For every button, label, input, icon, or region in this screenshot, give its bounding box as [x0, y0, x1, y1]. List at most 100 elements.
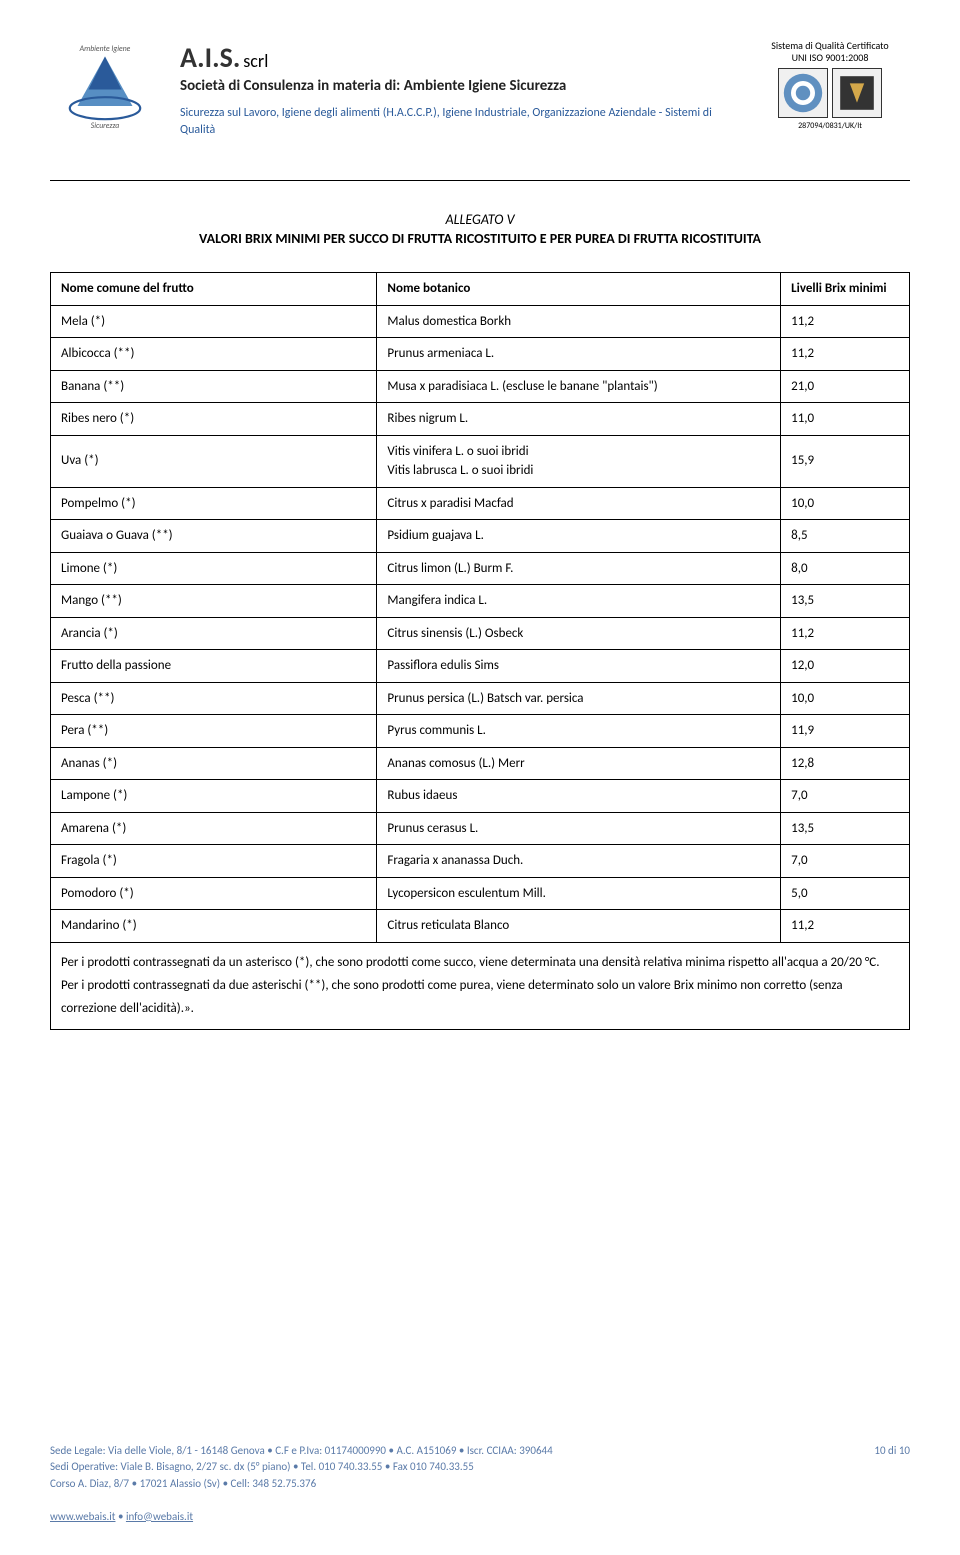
table-row: Amarena (*)Prunus cerasus L.13,5 — [51, 812, 910, 845]
table-row: Uva (*)Vitis vinifera L. o suoi ibridiVi… — [51, 435, 910, 487]
table-cell: Pesca (**) — [51, 682, 377, 715]
table-cell: 7,0 — [781, 845, 910, 878]
cert-id: 287094/0831/UK/It — [750, 122, 910, 132]
table-cell: Citrus sinensis (L.) Osbeck — [377, 617, 781, 650]
table-cell: Fragola (*) — [51, 845, 377, 878]
table-cell: Mangifera indica L. — [377, 585, 781, 618]
table-cell: Citrus x paradisi Macfad — [377, 487, 781, 520]
website-link[interactable]: www.webais.it — [50, 1510, 115, 1523]
table-cell: Malus domestica Borkh — [377, 305, 781, 338]
table-cell: Passiflora edulis Sims — [377, 650, 781, 683]
footer-line-3: Corso A. Diaz, 8/7 • 17021 Alassio (Sv) … — [50, 1476, 910, 1493]
footer-links: www.webais.it • info@webais.it — [50, 1509, 910, 1526]
table-cell: Ribes nigrum L. — [377, 403, 781, 436]
table-cell: 11,2 — [781, 338, 910, 371]
company-description: Sicurezza sul Lavoro, Igiene degli alime… — [180, 105, 730, 139]
table-cell: Amarena (*) — [51, 812, 377, 845]
svg-text:Sicurezza: Sicurezza — [91, 122, 120, 131]
table-cell: Banana (**) — [51, 370, 377, 403]
table-cell: Lycopersicon esculentum Mill. — [377, 877, 781, 910]
table-cell: 7,0 — [781, 780, 910, 813]
document-header: Ambiente Igiene Sicurezza A.I.S. scrl So… — [50, 40, 910, 150]
cert-text-2: UNI ISO 9001:2008 — [750, 52, 910, 64]
company-suffix: scrl — [243, 50, 268, 72]
table-cell: Frutto della passione — [51, 650, 377, 683]
footer-line-2: Sedi Operative: Viale B. Bisagno, 2/27 s… — [50, 1459, 910, 1476]
table-row: Pera (**)Pyrus communis L.11,9 — [51, 715, 910, 748]
company-subtitle: Società di Consulenza in materia di: Amb… — [180, 77, 730, 95]
table-cell: Prunus armeniaca L. — [377, 338, 781, 371]
table-cell: 21,0 — [781, 370, 910, 403]
cert-logo-2 — [832, 68, 882, 118]
table-cell: 11,2 — [781, 617, 910, 650]
th-botanico: Nome botanico — [377, 273, 781, 306]
title-line-2: VALORI BRIX MINIMI PER SUCCO DI FRUTTA R… — [50, 230, 910, 247]
table-row: Limone (*)Citrus limon (L.) Burm F.8,0 — [51, 552, 910, 585]
table-cell: 15,9 — [781, 435, 910, 487]
table-cell: Mela (*) — [51, 305, 377, 338]
document-footer: 10 di 10 Sede Legale: Via delle Viole, 8… — [50, 1443, 910, 1526]
table-cell: Citrus limon (L.) Burm F. — [377, 552, 781, 585]
table-row: Arancia (*)Citrus sinensis (L.) Osbeck11… — [51, 617, 910, 650]
table-cell: Albicocca (**) — [51, 338, 377, 371]
table-cell: Citrus reticulata Blanco — [377, 910, 781, 943]
th-brix: Livelli Brix minimi — [781, 273, 910, 306]
table-cell: Prunus persica (L.) Batsch var. persica — [377, 682, 781, 715]
table-cell: Pomodoro (*) — [51, 877, 377, 910]
table-cell: Vitis vinifera L. o suoi ibridiVitis lab… — [377, 435, 781, 487]
table-cell: 8,0 — [781, 552, 910, 585]
table-cell: Guaiava o Guava (**) — [51, 520, 377, 553]
table-cell: Ananas comosus (L.) Merr — [377, 747, 781, 780]
table-cell: Rubus idaeus — [377, 780, 781, 813]
table-cell: Mango (**) — [51, 585, 377, 618]
table-cell: 12,8 — [781, 747, 910, 780]
document-title: ALLEGATO V VALORI BRIX MINIMI PER SUCCO … — [50, 211, 910, 247]
header-divider — [50, 180, 910, 181]
table-cell: Lampone (*) — [51, 780, 377, 813]
table-cell: Fragaria x ananassa Duch. — [377, 845, 781, 878]
title-line-1: ALLEGATO V — [50, 211, 910, 228]
table-footnote: Per i prodotti contrassegnati da un aste… — [51, 942, 910, 1029]
table-cell: Prunus cerasus L. — [377, 812, 781, 845]
table-cell: 13,5 — [781, 585, 910, 618]
company-logo: Ambiente Igiene Sicurezza — [50, 40, 160, 150]
table-cell: Psidium guajava L. — [377, 520, 781, 553]
table-row: Pesca (**)Prunus persica (L.) Batsch var… — [51, 682, 910, 715]
table-cell: Pera (**) — [51, 715, 377, 748]
table-row: Mela (*)Malus domestica Borkh11,2 — [51, 305, 910, 338]
table-row: Guaiava o Guava (**)Psidium guajava L.8,… — [51, 520, 910, 553]
table-row: Pompelmo (*)Citrus x paradisi Macfad10,0 — [51, 487, 910, 520]
table-row: Fragola (*)Fragaria x ananassa Duch.7,0 — [51, 845, 910, 878]
table-footnote-row: Per i prodotti contrassegnati da un aste… — [51, 942, 910, 1029]
table-cell: Arancia (*) — [51, 617, 377, 650]
table-cell: Ananas (*) — [51, 747, 377, 780]
table-cell: Musa x paradisiaca L. (escluse le banane… — [377, 370, 781, 403]
table-row: Frutto della passionePassiflora edulis S… — [51, 650, 910, 683]
table-cell: 10,0 — [781, 682, 910, 715]
th-frutto: Nome comune del frutto — [51, 273, 377, 306]
table-cell: Ribes nero (*) — [51, 403, 377, 436]
table-cell: Pompelmo (*) — [51, 487, 377, 520]
table-cell: 8,5 — [781, 520, 910, 553]
brix-table: Nome comune del frutto Nome botanico Liv… — [50, 272, 910, 1030]
svg-text:Ambiente Igiene: Ambiente Igiene — [79, 45, 131, 54]
email-link[interactable]: info@webais.it — [126, 1510, 193, 1523]
header-center: A.I.S. scrl Società di Consulenza in mat… — [180, 40, 730, 139]
table-cell: 11,2 — [781, 305, 910, 338]
table-row: Banana (**)Musa x paradisiaca L. (esclus… — [51, 370, 910, 403]
table-cell: 10,0 — [781, 487, 910, 520]
footer-line-1: Sede Legale: Via delle Viole, 8/1 - 1614… — [50, 1443, 910, 1460]
table-row: Mandarino (*)Citrus reticulata Blanco11,… — [51, 910, 910, 943]
table-cell: 5,0 — [781, 877, 910, 910]
company-name: A.I.S. — [180, 40, 240, 75]
table-row: Mango (**)Mangifera indica L.13,5 — [51, 585, 910, 618]
table-row: Ananas (*)Ananas comosus (L.) Merr12,8 — [51, 747, 910, 780]
certification-block: Sistema di Qualità Certificato UNI ISO 9… — [750, 40, 910, 132]
table-row: Ribes nero (*)Ribes nigrum L.11,0 — [51, 403, 910, 436]
table-row: Lampone (*)Rubus idaeus7,0 — [51, 780, 910, 813]
table-cell: 11,2 — [781, 910, 910, 943]
table-header-row: Nome comune del frutto Nome botanico Liv… — [51, 273, 910, 306]
footer-sep: • — [115, 1510, 125, 1523]
table-cell: Mandarino (*) — [51, 910, 377, 943]
cert-logo-1 — [778, 68, 828, 118]
